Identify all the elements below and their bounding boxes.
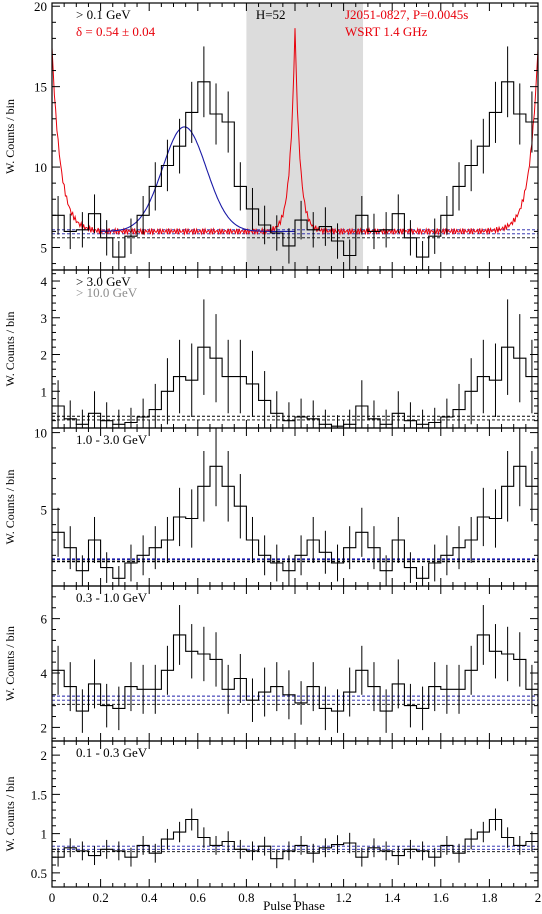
plot-area [52,299,538,428]
y-tick-label: 2 [41,748,48,763]
y-tick-label: 1 [41,384,48,399]
energy-range-label: 1.0 - 3.0 GeV [76,432,148,447]
x-tick-label: 1.6 [433,890,450,905]
count-histogram [52,818,538,860]
y-tick-label: 0.5 [31,866,47,881]
y-axis-title: W. Counts / bin [3,777,17,852]
panel-3: 5 10 W. Counts / bin 1.0 - 3.0 GeV [3,426,539,587]
energy-range-label: > 0.1 GeV [76,7,131,22]
y-tick-label: 4 [41,274,48,289]
panel-4: 2 4 6 W. Counts / bin 0.3 - 1.0 GeV [3,585,539,742]
panel-2: 1 2 3 4 W. Counts / bin > 3.0 GeV> 10.0 GeV [3,269,539,429]
y-tick-label: 4 [41,666,48,681]
x-tick-label: 0 [49,890,56,905]
panel-frame [51,740,539,888]
count-histogram [52,81,538,258]
energy-range-label: 0.3 - 1.0 GeV [76,590,148,605]
count-histogram [52,634,538,712]
panel-5: 0.5 1 1.5 2 W. Counts / bin 0.1 - 0.3 GeV [3,740,539,888]
y-axis-title: W. Counts / bin [3,312,17,387]
x-axis-title: Pulse Phase [263,898,325,913]
count-histogram [52,465,538,579]
energy-range-label: > 3.0 GeV [76,274,131,289]
energy-range-label-secondary: > 10.0 GeV [76,285,138,300]
y-tick-label: 15 [34,80,47,95]
y-tick-label: 6 [41,612,48,627]
y-tick-label: 10 [34,160,47,175]
x-tick-label: 0.8 [238,890,254,905]
y-tick-label: 20 [34,0,47,14]
plot-area [52,808,538,869]
y-axis-title: W. Counts / bin [3,99,17,174]
y-tick-label: 2 [41,720,48,735]
x-tick-label: 1.2 [335,890,351,905]
pulsar-name-label: J2051-0827, P=0.0045s [345,7,468,22]
gaussian-fit-curve [100,126,295,232]
panel-frame [51,585,539,742]
h-test-label: H=52 [256,7,286,22]
radio-profile-curve [52,28,538,236]
x-tick-label: 0.6 [190,890,207,905]
x-tick-label: 1 [292,890,299,905]
x-tick-label: 1.8 [481,890,497,905]
energy-range-label: 0.1 - 0.3 GeV [76,745,148,760]
y-tick-label: 2 [41,348,48,363]
y-axis-title: W. Counts / bin [3,470,17,545]
x-tick-label: 2 [535,890,542,905]
y-tick-label: 5 [41,502,48,517]
plot-area [52,605,538,733]
y-tick-label: 3 [41,311,48,326]
x-tick-label: 1.4 [384,890,401,905]
y-tick-label: 10 [34,426,47,441]
count-histogram [52,346,538,427]
radio-survey-label: WSRT 1.4 GHz [345,24,428,39]
x-tick-label: 0.2 [92,890,108,905]
plot-area [52,28,538,270]
x-tick-label: 0.4 [141,890,158,905]
y-tick-label: 5 [41,240,48,255]
y-tick-label: 1 [41,827,48,842]
panel-1: 5 10 15 20 W. Counts / bin > 0.1 GeV δ = 0.54 … [3,0,539,271]
phase-separation-label: δ = 0.54 ± 0.04 [76,24,156,39]
y-tick-label: 1.5 [31,787,47,802]
plot-area [52,428,538,586]
y-axis-title: W. Counts / bin [3,626,17,701]
